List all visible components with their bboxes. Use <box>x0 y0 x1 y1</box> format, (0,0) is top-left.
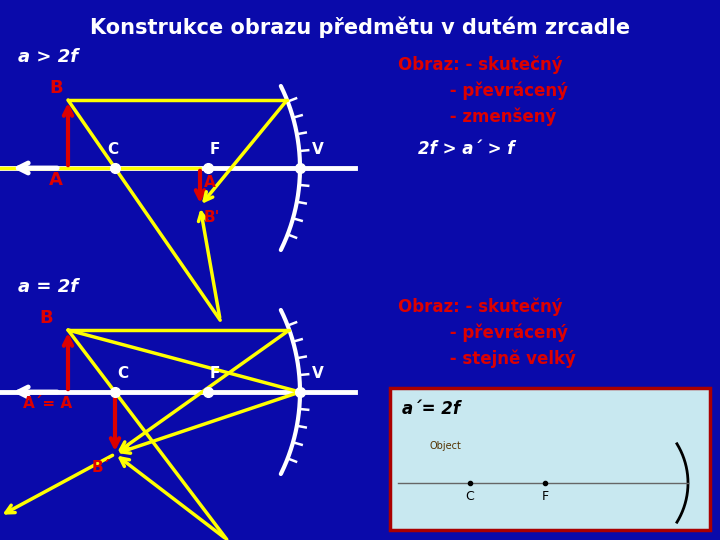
Text: 2f > a´ > f: 2f > a´ > f <box>418 140 515 158</box>
Text: C: C <box>107 142 119 157</box>
Text: B': B' <box>204 210 220 225</box>
Text: A: A <box>49 171 63 189</box>
Text: - zmenšený: - zmenšený <box>398 108 557 126</box>
Text: F: F <box>541 490 549 503</box>
Text: a´= 2f: a´= 2f <box>402 400 460 418</box>
Text: a > 2f: a > 2f <box>18 48 78 66</box>
Text: - stejně velký: - stejně velký <box>398 350 576 368</box>
Text: B´: B´ <box>91 460 111 475</box>
Text: C: C <box>117 366 128 381</box>
Text: - převrácený: - převrácený <box>398 82 568 100</box>
Text: B: B <box>40 309 53 327</box>
Text: A: A <box>204 175 216 190</box>
Text: V: V <box>312 142 324 157</box>
FancyBboxPatch shape <box>390 388 710 530</box>
Text: F: F <box>210 366 220 381</box>
Text: Konstrukce obrazu předmětu v dutém zrcadle: Konstrukce obrazu předmětu v dutém zrcad… <box>90 16 630 37</box>
Text: A´= A: A´= A <box>23 396 72 411</box>
Text: a = 2f: a = 2f <box>18 278 78 296</box>
Text: B: B <box>50 79 63 97</box>
Text: Obraz: - skutečný: Obraz: - skutečný <box>398 298 562 316</box>
Text: C: C <box>466 490 474 503</box>
Text: F: F <box>210 142 220 157</box>
Text: Object: Object <box>430 441 462 451</box>
Text: V: V <box>312 366 324 381</box>
Text: - převrácený: - převrácený <box>398 324 568 342</box>
Text: Obraz: - skutečný: Obraz: - skutečný <box>398 56 562 75</box>
